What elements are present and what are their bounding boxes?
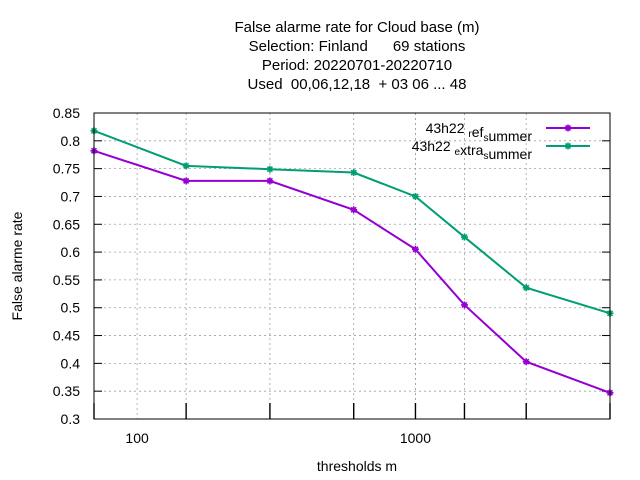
title-line-4: Used 00,06,12,18 + 03 06 ... 48 xyxy=(248,76,467,93)
y-tick-label: 0.75 xyxy=(53,161,80,177)
series-1-point xyxy=(411,245,419,253)
series-2-point xyxy=(411,192,419,200)
y-tick-label: 0.45 xyxy=(53,328,80,344)
x-tick-label: 1000 xyxy=(400,430,431,446)
series-1-point xyxy=(460,301,468,309)
series-1-point xyxy=(522,358,530,366)
y-tick-label: 0.6 xyxy=(61,244,81,260)
series-2-point xyxy=(266,165,274,173)
y-tick-label: 0.7 xyxy=(61,188,81,204)
y-tick-label: 0.4 xyxy=(61,355,81,371)
series-2-point xyxy=(182,162,190,170)
legend-marker-2 xyxy=(564,142,572,150)
y-tick-label: 0.8 xyxy=(61,133,81,149)
legend-marker-1 xyxy=(564,124,572,132)
series-1-point xyxy=(182,177,190,185)
y-tick-label: 0.3 xyxy=(61,411,81,427)
legend-label-2: 43h22 extrasummer xyxy=(412,138,533,162)
series-2-line xyxy=(93,129,611,315)
plot-frame xyxy=(93,112,611,420)
grid xyxy=(94,113,610,419)
x-tick-label: 100 xyxy=(125,430,149,446)
y-tick-label: 0.65 xyxy=(53,216,80,232)
series-1-point xyxy=(350,206,358,214)
title-line-3: Period: 20220701-20220710 xyxy=(262,57,452,74)
y-tick-label: 0.55 xyxy=(53,272,80,288)
y-tick-label: 0.35 xyxy=(53,383,80,399)
x-axis-ticks: 100 1000 xyxy=(93,403,611,446)
y-tick-label: 0.85 xyxy=(53,105,80,121)
y-axis-label: False alarme rate xyxy=(9,211,25,320)
series-1-line xyxy=(93,149,611,394)
series-2-point xyxy=(522,284,530,292)
series-2-point xyxy=(350,169,358,177)
title-line-2: Selection: Finland 69 stations xyxy=(249,38,466,55)
x-axis-label: thresholds m xyxy=(317,458,397,474)
legend-label-1: 43h22 refsummer xyxy=(426,120,533,144)
title-line-1: False alarme rate for Cloud base (m) xyxy=(234,19,479,36)
series-2-point xyxy=(460,233,468,241)
chart-title: False alarme rate for Cloud base (m) Sel… xyxy=(234,19,479,93)
series-1-point xyxy=(266,177,274,185)
series-layer xyxy=(90,127,614,397)
y-tick-label: 0.5 xyxy=(61,300,81,316)
